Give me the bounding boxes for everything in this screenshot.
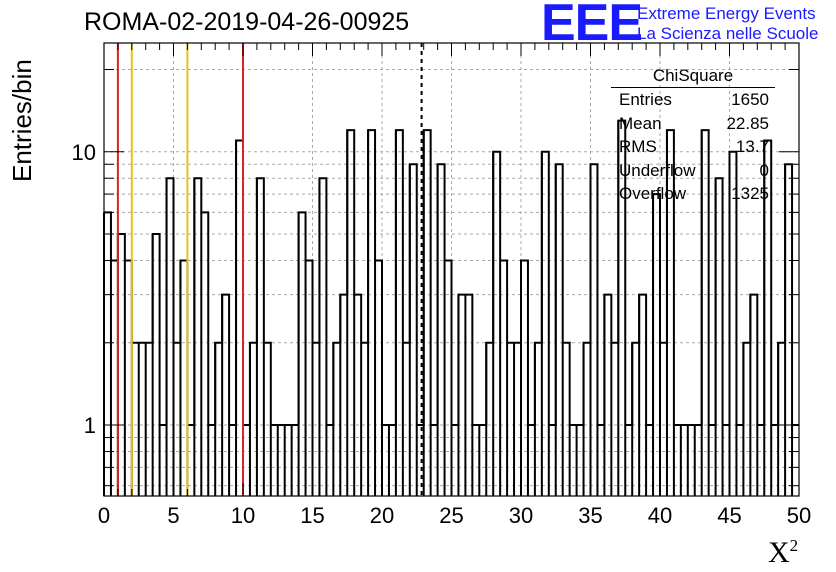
y-tick-label: 10	[72, 140, 96, 165]
x-tick-label: 40	[648, 503, 672, 528]
stats-label: Underflow	[619, 160, 696, 180]
x-tick-label: 50	[787, 503, 811, 528]
x-axis-label-symbol: X	[768, 536, 790, 569]
axis-ticks: 0 5 10 15 20 25 30 35 40 45 50 1 10	[72, 43, 811, 528]
stats-label: Overflow	[619, 184, 687, 203]
stats-box: ChiSquare Entries 1650 Mean 22.85 RMS 13.7 …	[611, 66, 775, 208]
x-tick-label: 25	[439, 503, 463, 528]
y-tick-label: 1	[84, 413, 96, 438]
stats-value: 13.7	[735, 137, 769, 156]
stats-row: RMS 13.7	[611, 137, 775, 161]
x-axis-label-superscript: 2	[789, 536, 799, 555]
x-tick-label: 10	[231, 503, 255, 528]
x-tick-label: 35	[578, 503, 602, 528]
stats-title: ChiSquare	[611, 66, 775, 88]
stats-row: Underflow 0	[611, 161, 775, 185]
stats-row: Overflow 1325	[611, 184, 775, 208]
marker-lines	[116, 43, 423, 496]
x-tick-label: 30	[509, 503, 533, 528]
chart-title: ROMA-02-2019-04-26-00925	[84, 8, 410, 36]
stats-label: Mean	[619, 113, 662, 133]
stats-value: 1325	[731, 184, 769, 203]
y-axis-label: Entries/bin	[7, 59, 37, 182]
histogram-series	[103, 119, 799, 496]
x-tick-label: 45	[717, 503, 741, 528]
x-tick-label: 0	[98, 503, 110, 528]
stats-row: Mean 22.85	[611, 114, 775, 138]
x-axis-label: X2	[768, 536, 798, 570]
eee-logo: EEE	[541, 0, 643, 52]
x-tick-label: 15	[300, 503, 324, 528]
stats-value: 1650	[731, 90, 769, 109]
logo-line-1: Extreme Energy Events	[637, 4, 816, 23]
stats-label: RMS	[619, 137, 657, 156]
stats-value: 22.85	[726, 113, 769, 133]
x-tick-label: 20	[370, 503, 394, 528]
stats-value: 0	[759, 160, 769, 180]
stats-row: Entries 1650	[611, 90, 775, 114]
stats-label: Entries	[619, 90, 672, 109]
logo-line-2: La Scienza nelle Scuole	[637, 24, 819, 43]
x-tick-label: 5	[167, 503, 179, 528]
